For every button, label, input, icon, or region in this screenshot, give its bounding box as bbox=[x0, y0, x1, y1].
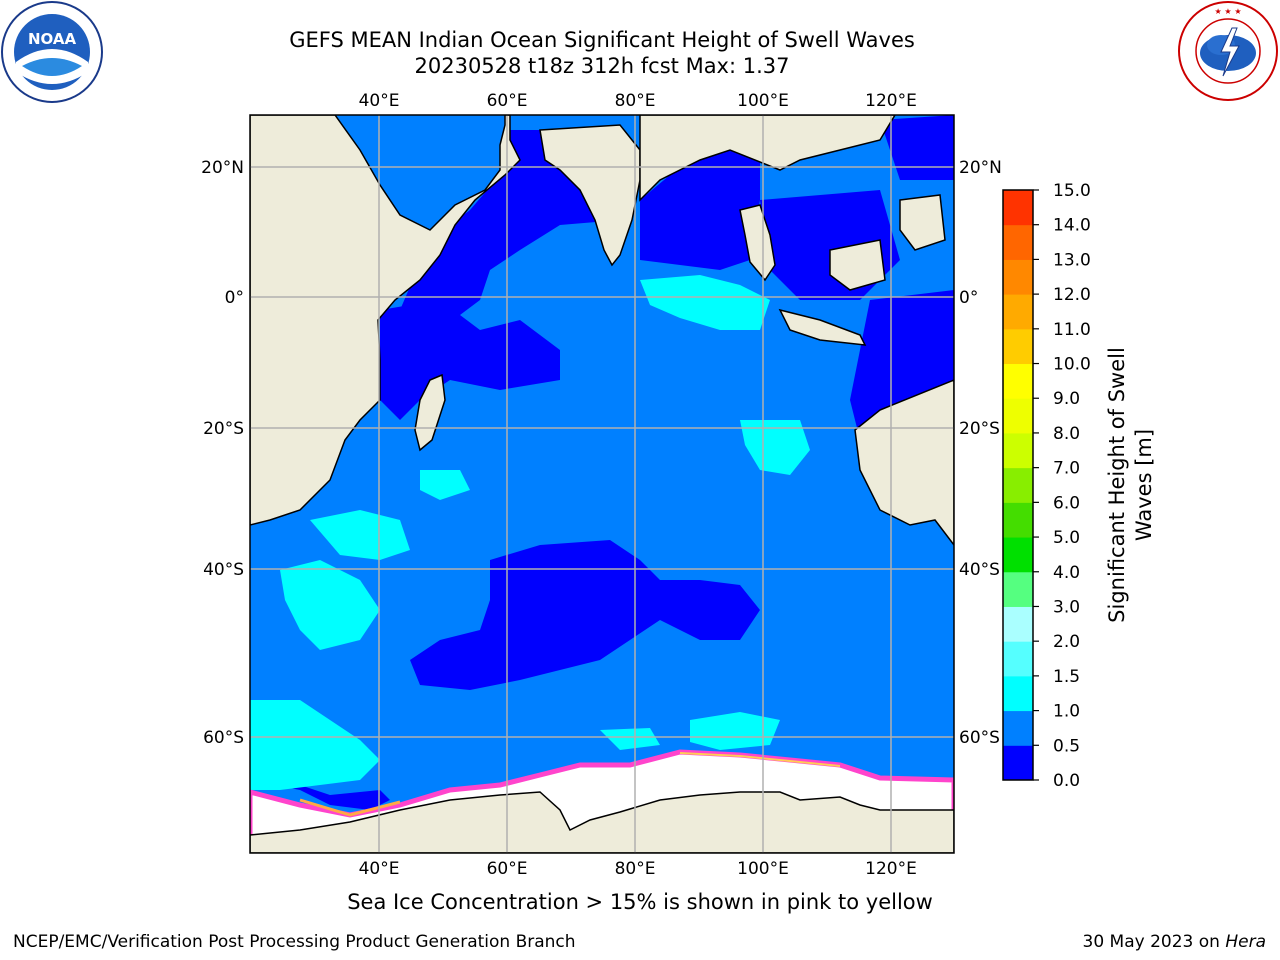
lat-label: 20°S bbox=[203, 419, 244, 439]
colorbar-tick-label: 2.0 bbox=[1053, 632, 1080, 652]
map-area bbox=[250, 115, 954, 853]
lat-label: 40°S bbox=[203, 560, 244, 580]
footer-date-text: 30 May 2023 on bbox=[1082, 932, 1220, 952]
colorbar-tick-label: 0.0 bbox=[1053, 771, 1080, 791]
colorbar-segment bbox=[1003, 224, 1033, 260]
colorbar-label-line2: Waves [m] bbox=[1132, 429, 1156, 541]
colorbar-tick-label: 1.5 bbox=[1053, 667, 1080, 687]
lat-labels-left: 20°N 0° 20°S 40°S 60°S bbox=[201, 158, 244, 748]
colorbar-segment bbox=[1003, 710, 1033, 746]
noaa-logo-text: NOAA bbox=[28, 30, 77, 48]
lon-label: 60°E bbox=[487, 91, 528, 111]
lon-label: 120°E bbox=[865, 91, 917, 111]
colorbar-tick-label: 4.0 bbox=[1053, 563, 1080, 583]
colorbar-tick-label: 8.0 bbox=[1053, 424, 1080, 444]
lon-label: 100°E bbox=[737, 91, 789, 111]
nws-logo: ★ ★ ★ bbox=[1178, 1, 1278, 101]
lat-label: 60°S bbox=[203, 728, 244, 748]
chart-subtitle: 20230528 t18z 312h fcst Max: 1.37 bbox=[414, 54, 790, 78]
colorbar-tick-label: 14.0 bbox=[1053, 216, 1091, 236]
chart-title: GEFS MEAN Indian Ocean Significant Heigh… bbox=[289, 28, 915, 52]
colorbar-segment bbox=[1003, 432, 1033, 469]
lon-label: 40°E bbox=[359, 859, 400, 879]
lon-label: 60°E bbox=[487, 859, 528, 879]
colorbar-frame bbox=[1002, 189, 1034, 781]
colorbar-tick-label: 5.0 bbox=[1053, 528, 1080, 548]
colorbar-segment bbox=[1003, 467, 1033, 503]
lon-labels-top: 40°E 60°E 80°E 100°E 120°E bbox=[359, 91, 917, 111]
lat-label: 20°S bbox=[959, 419, 1000, 439]
lon-label: 80°E bbox=[615, 91, 656, 111]
footer-host: Hera bbox=[1225, 932, 1266, 952]
colorbar-segment bbox=[1003, 745, 1033, 781]
land bbox=[250, 115, 954, 853]
noaa-logo: NOAA bbox=[1, 1, 103, 103]
lon-label: 40°E bbox=[359, 91, 400, 111]
colorbar-tick-label: 6.0 bbox=[1053, 493, 1080, 513]
colorbar-tick-label: 11.0 bbox=[1053, 320, 1091, 340]
colorbar-tick-label: 3.0 bbox=[1053, 597, 1080, 617]
footer-date: 30 May 2023 on Hera bbox=[1083, 932, 1267, 952]
lat-labels-right: 20°N 0° 20°S 40°S 60°S bbox=[959, 158, 1002, 748]
colorbar-segment bbox=[1003, 571, 1033, 607]
colorbar: 0.0 0.5 1.0 1.5 2.0 3.0 4.0 5.0 6.0 7.0 8.0 9.0 10.0… bbox=[1002, 181, 1091, 791]
colorbar-segment bbox=[1003, 502, 1033, 538]
lat-label: 40°S bbox=[959, 560, 1000, 580]
svg-text:★ ★ ★: ★ ★ ★ bbox=[1214, 7, 1241, 16]
colorbar-tick-label: 7.0 bbox=[1053, 459, 1080, 479]
lat-label: 20°N bbox=[201, 158, 244, 178]
lat-label: 20°N bbox=[959, 158, 1002, 178]
lon-label: 100°E bbox=[737, 859, 789, 879]
colorbar-segment bbox=[1003, 294, 1033, 330]
caption: Sea Ice Concentration > 15% is shown in … bbox=[347, 890, 933, 914]
colorbar-segment bbox=[1003, 606, 1033, 642]
colorbar-tick-label: 13.0 bbox=[1053, 250, 1091, 270]
lat-label: 60°S bbox=[959, 728, 1000, 748]
colorbar-segment bbox=[1003, 641, 1033, 677]
footer-credit: NCEP/EMC/Verification Post Processing Pr… bbox=[13, 932, 576, 952]
colorbar-tick-label: 9.0 bbox=[1053, 389, 1080, 409]
colorbar-tick-label: 15.0 bbox=[1053, 181, 1091, 201]
lon-label: 120°E bbox=[865, 859, 917, 879]
colorbar-tick-label: 10.0 bbox=[1053, 355, 1091, 375]
colorbar-tick-label: 0.5 bbox=[1053, 736, 1080, 756]
colorbar-segment bbox=[1003, 328, 1033, 365]
high-swell-regions bbox=[250, 275, 810, 790]
lat-label: 0° bbox=[225, 288, 244, 308]
colorbar-segment bbox=[1003, 675, 1033, 712]
map-frame bbox=[249, 114, 955, 854]
lon-labels-bottom: 40°E 60°E 80°E 100°E 120°E bbox=[359, 859, 917, 879]
colorbar-segment bbox=[1003, 537, 1033, 573]
low-swell-regions bbox=[250, 115, 954, 810]
colorbar-tick-label: 12.0 bbox=[1053, 285, 1091, 305]
colorbar-segment bbox=[1003, 398, 1033, 434]
lon-label: 80°E bbox=[615, 859, 656, 879]
colorbar-tick-label: 1.0 bbox=[1053, 702, 1080, 722]
colorbar-segment bbox=[1003, 363, 1033, 399]
colorbar-segment bbox=[1003, 190, 1033, 226]
colorbar-segment bbox=[1003, 259, 1033, 295]
gridlines bbox=[250, 115, 954, 853]
lat-label: 0° bbox=[959, 288, 978, 308]
colorbar-label-line1: Significant Height of Swell bbox=[1105, 347, 1129, 623]
